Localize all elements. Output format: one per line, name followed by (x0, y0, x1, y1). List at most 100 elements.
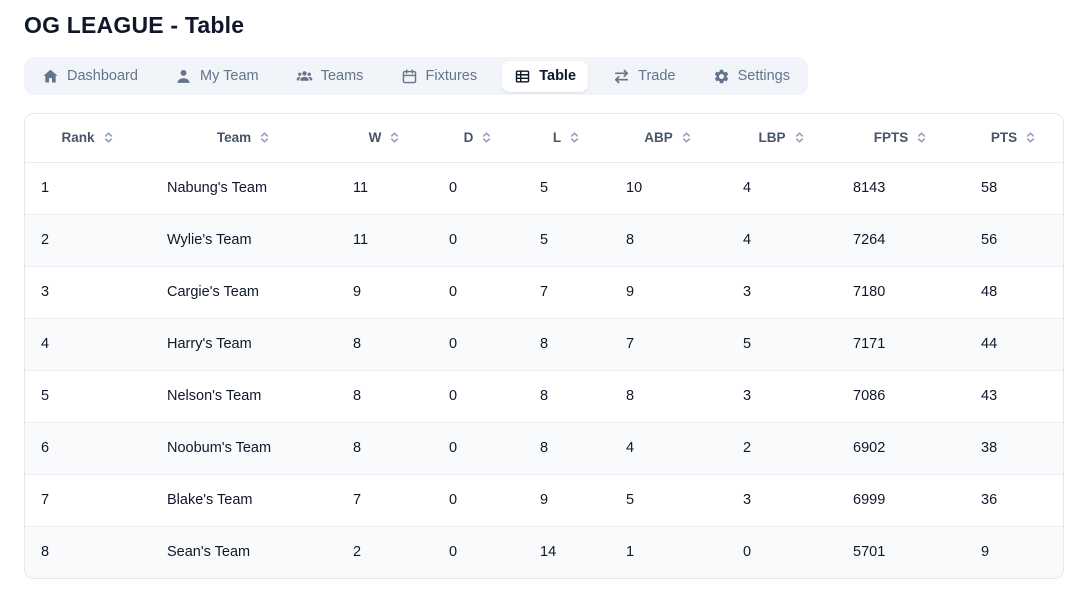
home-icon (42, 68, 59, 85)
column-header-abp[interactable]: ABP (610, 114, 727, 162)
column-header-l[interactable]: L (524, 114, 610, 162)
cell-fpts: 7171 (853, 336, 886, 352)
cell-team: Nelson's Team (167, 388, 262, 404)
cell-pts: 44 (981, 336, 998, 352)
cell-l: 7 (540, 284, 549, 300)
table-icon (514, 68, 531, 85)
cell-abp: 9 (626, 284, 635, 300)
cell-abp: 1 (626, 544, 635, 561)
cell-d: 0 (449, 544, 458, 561)
cell-lbp: 3 (743, 388, 752, 404)
sort-icon (258, 131, 271, 144)
table-row: 3 Cargie's Team 9 0 7 9 3 7180 48 (25, 266, 1063, 318)
cell-pts: 56 (981, 232, 998, 248)
tab-label: Dashboard (67, 68, 138, 84)
cell-team: Noobum's Team (167, 440, 272, 456)
cell-w: 8 (353, 336, 362, 352)
table-row: 2 Wylie's Team 11 0 5 8 4 7264 56 (25, 214, 1063, 266)
cell-rank: 6 (41, 440, 50, 456)
tab-label: Teams (320, 68, 364, 84)
users-icon (296, 68, 313, 85)
cell-team: Cargie's Team (167, 284, 259, 300)
cell-team: Wylie's Team (167, 232, 252, 248)
cell-l: 5 (540, 232, 549, 248)
table-row: 8 Sean's Team 2 0 14 1 0 5701 9 (25, 526, 1063, 578)
tab-teams[interactable]: Teams (284, 61, 376, 92)
cell-d: 0 (449, 284, 458, 300)
cell-d: 0 (449, 388, 458, 404)
cell-fpts: 5701 (853, 544, 886, 561)
cell-fpts: 8143 (853, 180, 886, 196)
cell-abp: 4 (626, 440, 635, 456)
column-header-w[interactable]: W (337, 114, 433, 162)
cell-abp: 10 (626, 180, 643, 196)
sort-icon (388, 131, 401, 144)
cell-abp: 7 (626, 336, 635, 352)
league-table: Rank Team W D L ABP LBP FPTS PTS 1 Nabun… (25, 114, 1063, 578)
table-row: 1 Nabung's Team 11 0 5 10 4 8143 58 (25, 162, 1063, 214)
sort-icon (568, 131, 581, 144)
cell-w: 2 (353, 544, 362, 561)
cell-l: 5 (540, 180, 549, 196)
user-icon (175, 68, 192, 85)
tab-settings[interactable]: Settings (701, 61, 802, 92)
cell-lbp: 4 (743, 232, 752, 248)
cell-l: 9 (540, 492, 549, 508)
cell-rank: 5 (41, 388, 50, 404)
cell-lbp: 5 (743, 336, 752, 352)
column-header-pts[interactable]: PTS (965, 114, 1063, 162)
cell-fpts: 6902 (853, 440, 886, 456)
sort-icon (915, 131, 928, 144)
cell-fpts: 7264 (853, 232, 886, 248)
cell-pts: 43 (981, 388, 998, 404)
tab-trade[interactable]: Trade (601, 61, 687, 92)
column-header-rank[interactable]: Rank (25, 114, 151, 162)
cell-lbp: 2 (743, 440, 752, 456)
tab-my-team[interactable]: My Team (163, 61, 271, 92)
cell-w: 8 (353, 440, 362, 456)
sort-icon (680, 131, 693, 144)
cell-rank: 1 (41, 180, 50, 196)
cell-d: 0 (449, 180, 458, 196)
cell-l: 8 (540, 336, 549, 352)
cell-pts: 48 (981, 284, 998, 300)
cell-d: 0 (449, 440, 458, 456)
cell-abp: 5 (626, 492, 635, 508)
column-header-team[interactable]: Team (151, 114, 337, 162)
column-header-lbp[interactable]: LBP (727, 114, 837, 162)
column-header-d[interactable]: D (433, 114, 524, 162)
calendar-icon (401, 68, 418, 85)
cell-d: 0 (449, 492, 458, 508)
cell-team: Sean's Team (167, 544, 251, 561)
cell-lbp: 3 (743, 284, 752, 300)
tab-dashboard[interactable]: Dashboard (30, 61, 150, 92)
cell-team: Nabung's Team (167, 180, 268, 196)
table-header-row: Rank Team W D L ABP LBP FPTS PTS (25, 114, 1063, 162)
cell-pts: 36 (981, 492, 998, 508)
cell-w: 11 (353, 232, 369, 248)
tab-fixtures[interactable]: Fixtures (389, 61, 490, 92)
cell-lbp: 4 (743, 180, 752, 196)
tab-label: Settings (737, 68, 790, 84)
cell-fpts: 7180 (853, 284, 886, 300)
league-table-card: Rank Team W D L ABP LBP FPTS PTS 1 Nabun… (24, 113, 1064, 579)
table-row: 6 Noobum's Team 8 0 8 4 2 6902 38 (25, 422, 1063, 474)
league-nav-tabs: Dashboard My Team Teams Fixtures Table (24, 57, 808, 95)
gear-icon (713, 68, 730, 85)
cell-team: Blake's Team (167, 492, 253, 508)
tab-label: Table (539, 68, 577, 84)
tab-label: My Team (200, 68, 259, 84)
cell-lbp: 3 (743, 492, 752, 508)
cell-pts: 38 (981, 440, 998, 456)
column-header-fpts[interactable]: FPTS (837, 114, 965, 162)
table-row: 4 Harry's Team 8 0 8 7 5 7171 44 (25, 318, 1063, 370)
sort-icon (480, 131, 493, 144)
cell-w: 9 (353, 284, 362, 300)
cell-d: 0 (449, 232, 458, 248)
table-body: 1 Nabung's Team 11 0 5 10 4 8143 58 2 Wy… (25, 162, 1063, 578)
tab-table[interactable]: Table (502, 60, 589, 92)
sort-icon (1024, 131, 1037, 144)
cell-l: 8 (540, 440, 549, 456)
cell-fpts: 6999 (853, 492, 886, 508)
cell-lbp: 0 (743, 544, 752, 561)
